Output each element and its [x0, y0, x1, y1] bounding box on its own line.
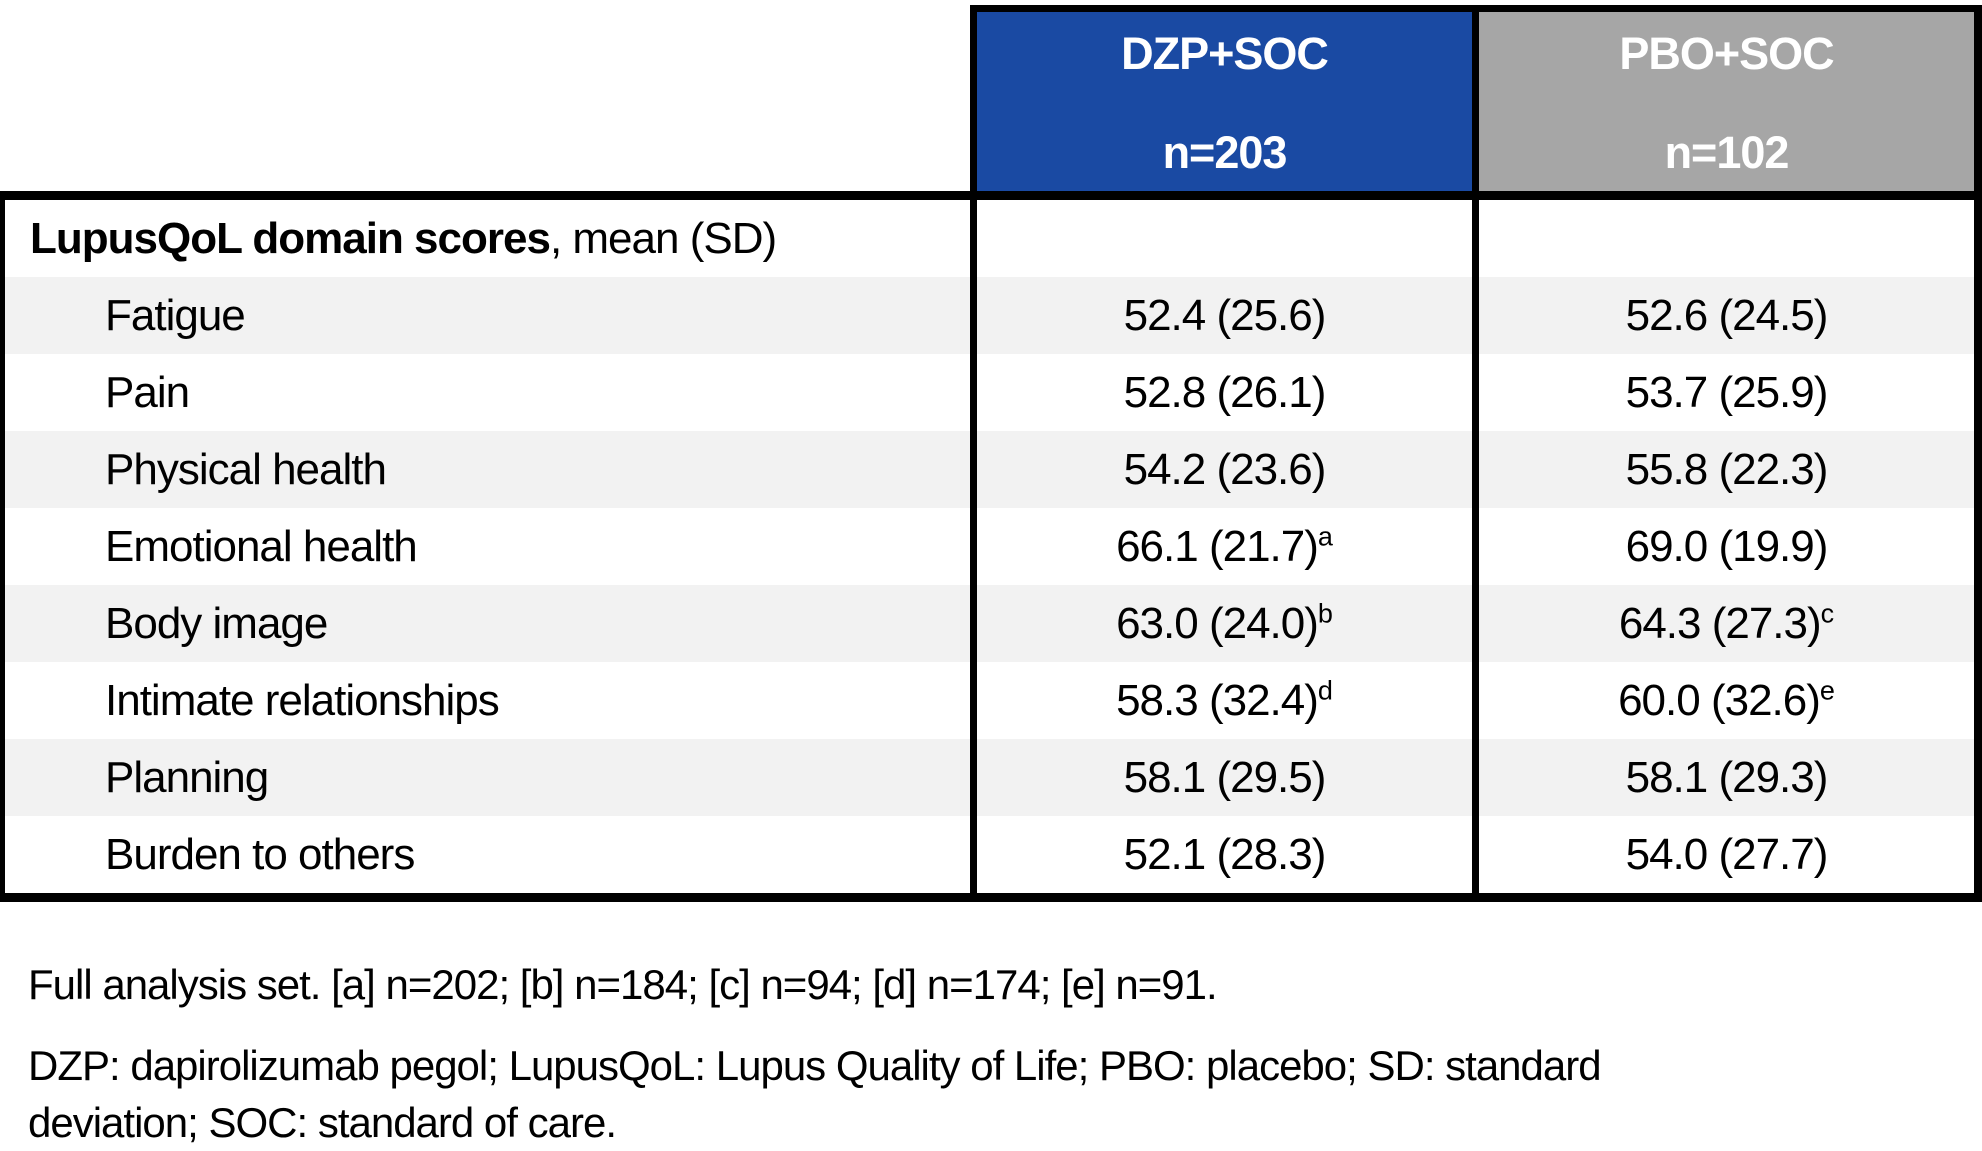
section-header-row: LupusQoL domain scores, mean (SD)	[0, 200, 1982, 277]
pbo-empty-cell	[1472, 200, 1982, 277]
row-label: Body image	[0, 585, 970, 662]
table-body: LupusQoL domain scores, mean (SD) Fatigu…	[0, 200, 1982, 902]
table-row: Intimate relationships 58.3 (32.4)d 60.0…	[0, 662, 1982, 739]
table-row: Body image 63.0 (24.0)b 64.3 (27.3)c	[0, 585, 1982, 662]
section-header-label: LupusQoL domain scores, mean (SD)	[0, 200, 970, 277]
footnote-samples: Full analysis set. [a] n=202; [b] n=184;…	[28, 961, 1218, 1008]
dzp-value: 52.4 (25.6)	[970, 277, 1472, 354]
dzp-value: 54.2 (23.6)	[970, 431, 1472, 508]
pbo-value: 52.6 (24.5)	[1472, 277, 1982, 354]
pbo-value: 58.1 (29.3)	[1472, 739, 1982, 816]
footnote-marker: b	[1317, 597, 1333, 628]
column-header-pbo-title: PBO+SOC	[1619, 28, 1834, 79]
row-label: Pain	[0, 354, 970, 431]
table-row: Fatigue 52.4 (25.6) 52.6 (24.5)	[0, 277, 1982, 354]
footnote-marker: d	[1317, 674, 1333, 705]
column-header-pbo: PBO+SOC n=102	[1472, 5, 1982, 191]
table-row: Physical health 54.2 (23.6) 55.8 (22.3)	[0, 431, 1982, 508]
dzp-empty-cell	[970, 200, 1472, 277]
row-label: Planning	[0, 739, 970, 816]
row-label: Physical health	[0, 431, 970, 508]
column-header-dzp-title: DZP+SOC	[1121, 28, 1329, 79]
table-row: Burden to others 52.1 (28.3) 54.0 (27.7)	[0, 816, 1982, 893]
pbo-value: 53.7 (25.9)	[1472, 354, 1982, 431]
pbo-value: 64.3 (27.3)c	[1472, 585, 1982, 662]
dzp-value: 58.1 (29.5)	[970, 739, 1472, 816]
footnote-abbreviations-line-1: DZP: dapirolizumab pegol; LupusQoL: Lupu…	[28, 1042, 1602, 1089]
table-row: Pain 52.8 (26.1) 53.7 (25.9)	[0, 354, 1982, 431]
dzp-value: 52.1 (28.3)	[970, 816, 1472, 893]
row-label: Intimate relationships	[0, 662, 970, 739]
pbo-value: 69.0 (19.9)	[1472, 508, 1982, 585]
pbo-value: 60.0 (32.6)e	[1472, 662, 1982, 739]
footnotes: Full analysis set. [a] n=202; [b] n=184;…	[28, 956, 1982, 1151]
pbo-value: 54.0 (27.7)	[1472, 816, 1982, 893]
column-header-dzp-n: n=203	[1162, 127, 1288, 178]
row-label: Emotional health	[0, 508, 970, 585]
section-header-rest-text: , mean (SD)	[549, 213, 777, 263]
column-header-dzp: DZP+SOC n=203	[970, 5, 1472, 191]
dzp-value: 58.3 (32.4)d	[970, 662, 1472, 739]
section-header-bold-text: LupusQoL domain scores	[30, 213, 551, 263]
table-row: Planning 58.1 (29.5) 58.1 (29.3)	[0, 739, 1982, 816]
table-header-row: DZP+SOC n=203 PBO+SOC n=102	[0, 0, 1982, 200]
dzp-value: 52.8 (26.1)	[970, 354, 1472, 431]
table-row: Emotional health 66.1 (21.7)a 69.0 (19.9…	[0, 508, 1982, 585]
row-label: Burden to others	[0, 816, 970, 893]
footnote-marker: e	[1819, 674, 1835, 705]
dzp-value: 66.1 (21.7)a	[970, 508, 1472, 585]
footnote-abbreviations-line-2: deviation; SOC: standard of care.	[28, 1099, 617, 1146]
row-label: Fatigue	[0, 277, 970, 354]
header-spacer-cell	[0, 5, 970, 191]
column-header-pbo-n: n=102	[1664, 127, 1790, 178]
pbo-value: 55.8 (22.3)	[1472, 431, 1982, 508]
footnote-marker: c	[1820, 597, 1835, 628]
dzp-value: 63.0 (24.0)b	[970, 585, 1472, 662]
footnote-marker: a	[1317, 520, 1333, 551]
footnote-abbreviations: DZP: dapirolizumab pegol; LupusQoL: Lupu…	[28, 1037, 1982, 1151]
